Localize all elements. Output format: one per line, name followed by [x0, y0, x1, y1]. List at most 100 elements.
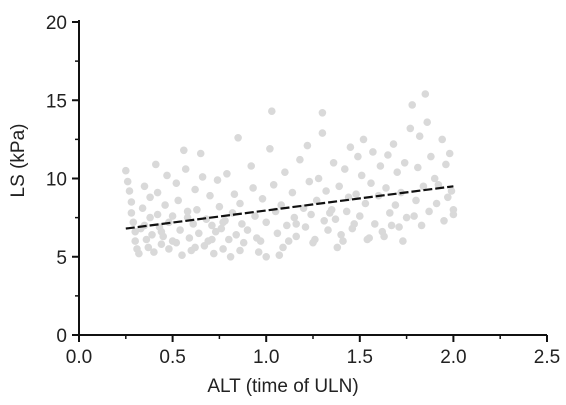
data-point — [219, 245, 227, 253]
data-point — [402, 213, 411, 222]
data-point — [210, 249, 218, 258]
data-point — [127, 209, 136, 217]
data-point — [346, 143, 355, 151]
data-point — [449, 210, 458, 219]
data-point — [193, 206, 201, 214]
data-point — [421, 90, 430, 98]
data-point — [138, 204, 147, 212]
trend-line — [125, 185, 454, 230]
data-point — [219, 218, 227, 227]
data-point — [269, 181, 278, 189]
data-point — [290, 213, 299, 222]
data-point — [172, 179, 181, 187]
data-point — [389, 140, 398, 148]
data-point — [195, 229, 203, 238]
data-point — [318, 109, 327, 117]
data-point — [288, 188, 297, 197]
data-point — [234, 134, 242, 142]
data-point — [148, 231, 156, 239]
y-tick-label: 15 — [46, 91, 67, 112]
data-point — [369, 148, 377, 156]
data-point — [303, 141, 312, 150]
data-point — [427, 152, 435, 161]
data-point — [183, 207, 192, 216]
data-point — [140, 182, 149, 191]
data-point — [391, 201, 400, 209]
data-point — [256, 237, 265, 245]
data-point — [238, 220, 246, 228]
data-point — [232, 231, 240, 239]
data-point — [400, 159, 409, 167]
data-point — [202, 215, 211, 223]
data-point — [445, 149, 454, 158]
data-point — [142, 235, 151, 244]
data-point — [363, 235, 372, 244]
data-point — [309, 238, 317, 247]
data-point — [208, 221, 216, 230]
data-point — [181, 165, 190, 173]
regression-line-layer — [125, 185, 454, 230]
data-point — [423, 118, 432, 126]
data-point — [146, 193, 154, 202]
y-tick-label: 5 — [56, 248, 67, 269]
data-point — [153, 188, 162, 197]
data-point — [354, 152, 362, 161]
data-point — [251, 212, 259, 220]
data-point — [161, 201, 169, 209]
data-point — [165, 245, 173, 253]
data-point — [447, 187, 456, 195]
data-point — [254, 248, 263, 256]
data-point — [386, 209, 394, 217]
data-point — [249, 184, 257, 192]
data-points — [122, 90, 458, 261]
data-point — [432, 199, 441, 208]
x-tick-label: 0.0 — [66, 347, 92, 368]
data-point — [376, 162, 385, 170]
data-point — [414, 163, 422, 172]
data-point — [350, 220, 359, 228]
y-tick-label: 0 — [56, 326, 67, 347]
data-point — [258, 195, 267, 203]
data-point — [196, 149, 205, 158]
data-point — [314, 174, 323, 183]
data-point — [357, 171, 366, 180]
data-point — [168, 212, 177, 220]
data-point — [150, 248, 158, 256]
data-point — [191, 243, 199, 252]
data-point — [273, 229, 282, 238]
data-point — [123, 177, 132, 186]
data-point — [277, 201, 286, 209]
data-point — [262, 218, 271, 227]
data-point — [410, 212, 418, 220]
data-point — [230, 190, 239, 198]
data-point — [417, 221, 426, 230]
data-point — [217, 224, 226, 233]
data-point — [144, 243, 153, 252]
data-point — [281, 168, 289, 176]
data-point — [189, 220, 197, 228]
data-point — [275, 251, 284, 259]
data-point — [292, 220, 301, 228]
data-point — [127, 198, 136, 206]
data-point — [266, 145, 274, 153]
data-point — [185, 234, 194, 242]
data-point — [157, 227, 166, 236]
x-axis-title: ALT (time of ULN) — [207, 376, 358, 397]
x-tick-label: 1.5 — [347, 347, 373, 368]
data-point — [318, 129, 327, 137]
data-point — [342, 207, 351, 216]
x-tick-label: 0.5 — [159, 347, 185, 368]
data-point — [176, 226, 184, 234]
data-point — [211, 227, 220, 236]
data-point — [406, 124, 415, 133]
data-point — [152, 160, 160, 169]
data-point — [352, 190, 360, 198]
data-point — [434, 181, 443, 189]
data-point — [312, 196, 321, 205]
data-point — [367, 179, 375, 187]
data-point — [393, 168, 402, 176]
data-point — [279, 243, 287, 252]
data-point — [335, 182, 344, 191]
data-point — [380, 232, 388, 241]
